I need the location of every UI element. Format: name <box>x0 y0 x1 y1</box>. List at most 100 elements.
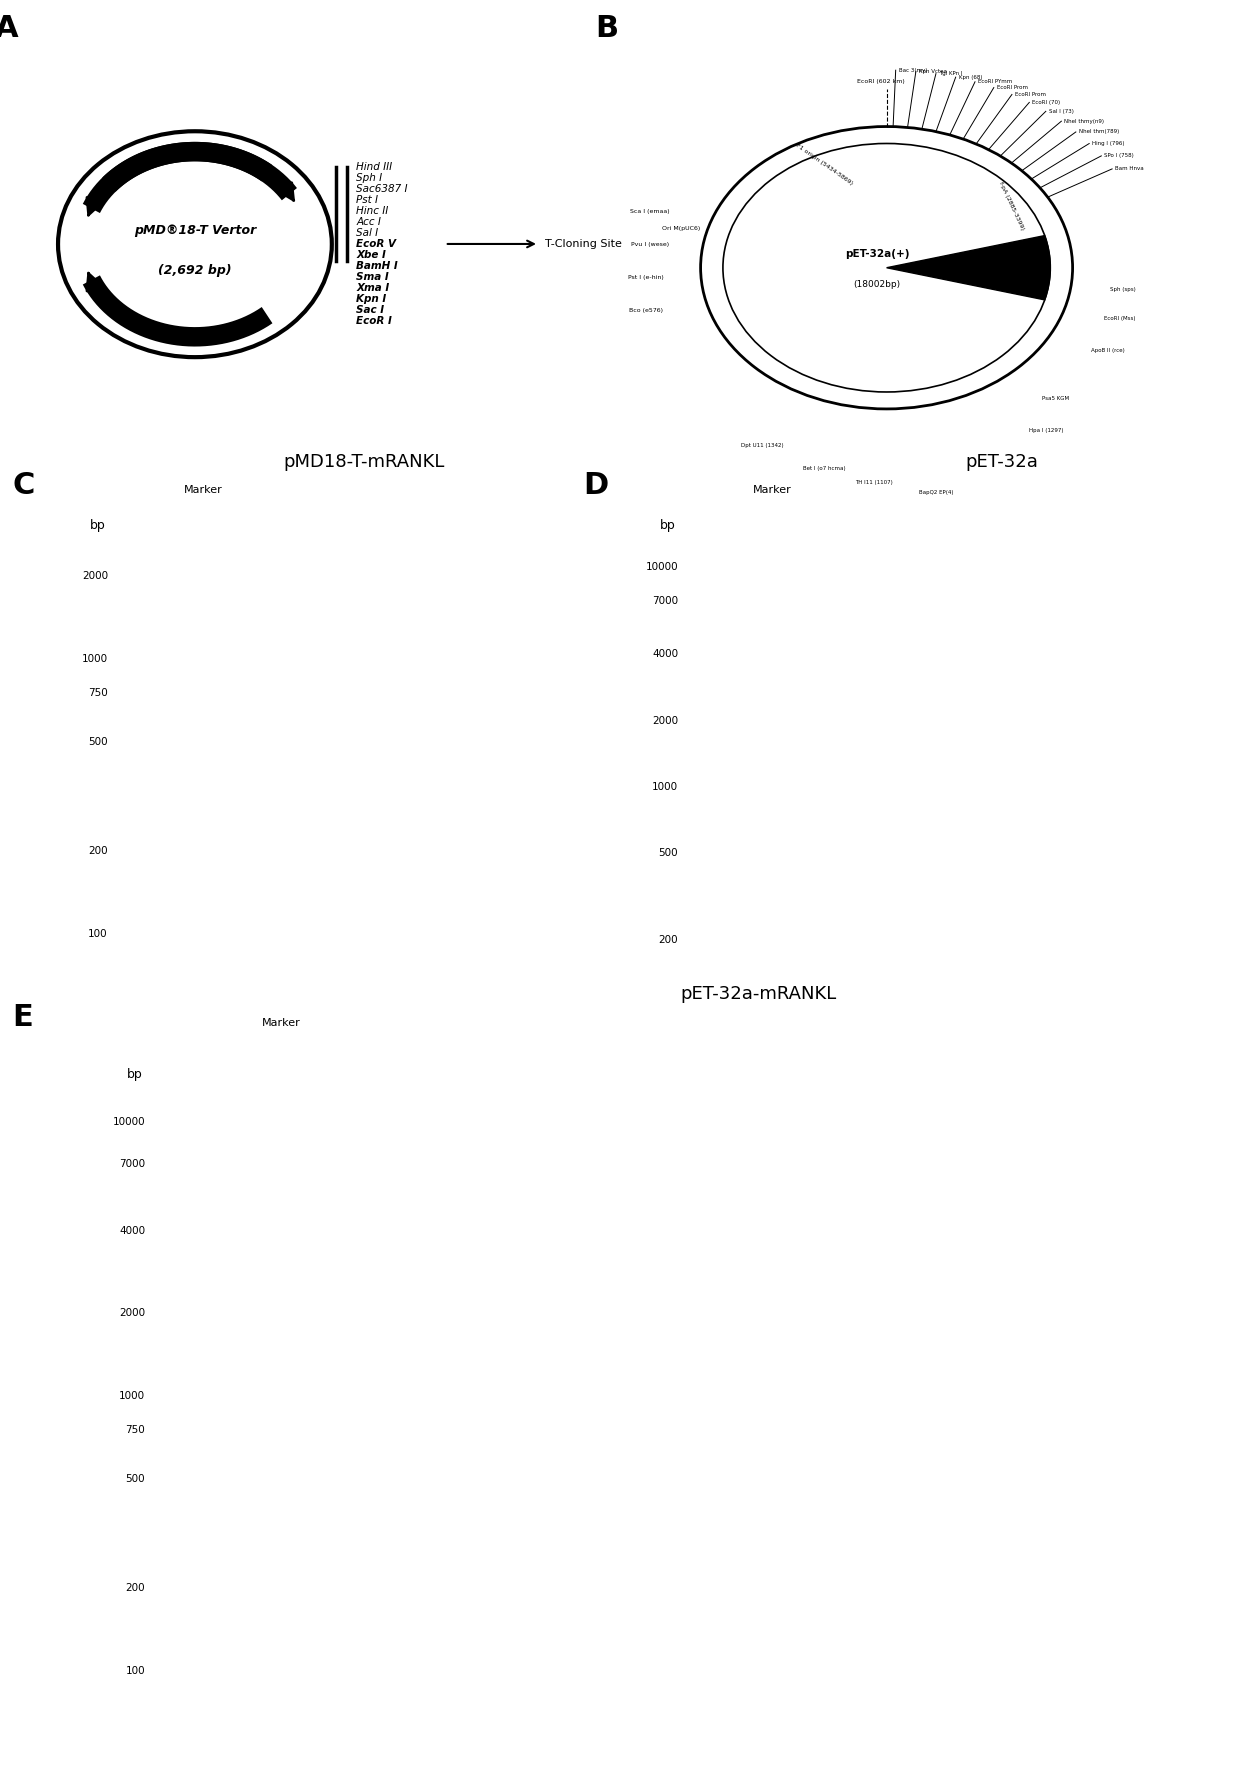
Bar <box>839 1160 915 1169</box>
Text: Marker: Marker <box>262 1018 300 1028</box>
Text: Pvu I (wese): Pvu I (wese) <box>631 242 670 247</box>
Text: 100: 100 <box>125 1666 145 1677</box>
Bar <box>404 572 438 581</box>
Bar <box>711 1160 787 1169</box>
Text: EcoRI (Mss): EcoRI (Mss) <box>1104 316 1135 320</box>
Bar <box>246 1227 316 1234</box>
Bar <box>223 572 257 581</box>
Bar <box>968 1160 1044 1169</box>
Text: 100: 100 <box>88 929 108 938</box>
Text: NheI thm(789): NheI thm(789) <box>1079 130 1120 135</box>
Text: Psa5 KGM: Psa5 KGM <box>1042 396 1069 401</box>
Text: B: B <box>595 14 619 43</box>
Text: 200: 200 <box>88 845 108 856</box>
Text: C: C <box>12 471 35 499</box>
Text: Hinc II: Hinc II <box>356 206 388 217</box>
Bar <box>255 1584 306 1591</box>
Bar <box>243 1160 319 1169</box>
Text: NheI thmy(n9): NheI thmy(n9) <box>1064 119 1105 124</box>
Bar <box>253 1476 309 1483</box>
Text: 1000: 1000 <box>119 1391 145 1401</box>
Text: 2000: 2000 <box>82 572 108 581</box>
Text: Kpn Vctea: Kpn Vctea <box>919 69 947 75</box>
Bar <box>192 847 215 854</box>
Bar <box>754 718 791 723</box>
Text: Sma I: Sma I <box>356 272 389 282</box>
Text: EcoRI Prom: EcoRI Prom <box>997 85 1028 91</box>
Bar <box>754 652 791 657</box>
Bar <box>453 1160 529 1169</box>
Bar <box>753 599 792 604</box>
Text: Hpa I (1297): Hpa I (1297) <box>1029 428 1064 433</box>
Bar <box>1086 599 1126 604</box>
Text: Sac I: Sac I <box>356 305 384 316</box>
Text: Xbe I: Xbe I <box>356 250 386 259</box>
Bar <box>582 1160 658 1169</box>
Text: Marker: Marker <box>184 485 223 496</box>
Bar <box>1097 1160 1173 1169</box>
Text: 2000: 2000 <box>652 716 678 726</box>
Text: EcoRI (70): EcoRI (70) <box>1033 99 1060 105</box>
Wedge shape <box>887 236 1050 300</box>
Text: Ori M(pUC6): Ori M(pUC6) <box>662 226 701 231</box>
Text: BapQ2 EP(4): BapQ2 EP(4) <box>919 490 954 496</box>
Text: Bco (e576): Bco (e576) <box>630 307 663 313</box>
Text: bp: bp <box>126 1067 143 1082</box>
Text: (2,692 bp): (2,692 bp) <box>159 263 232 277</box>
Bar <box>899 599 939 604</box>
Text: Xma I: Xma I <box>356 282 389 293</box>
Text: 4000: 4000 <box>119 1225 145 1236</box>
Text: Sal I: Sal I <box>356 227 378 238</box>
Text: pMD®18-T Vertor: pMD®18-T Vertor <box>134 224 255 236</box>
Bar <box>314 572 347 581</box>
Text: Hing I (796): Hing I (796) <box>1092 140 1125 146</box>
Bar <box>193 931 213 938</box>
Text: Bet I (o7 hcma): Bet I (o7 hcma) <box>804 465 846 471</box>
Bar <box>755 785 790 790</box>
Text: 2000: 2000 <box>119 1309 145 1318</box>
Text: Sac6387 I: Sac6387 I <box>356 183 408 194</box>
Text: Bac 3(mv): Bac 3(mv) <box>899 67 928 73</box>
Bar <box>243 1119 319 1126</box>
Bar <box>190 689 217 696</box>
Text: BamH I: BamH I <box>356 261 398 272</box>
Text: EcoRI PYmm: EcoRI PYmm <box>978 80 1012 83</box>
Text: 750: 750 <box>88 689 108 698</box>
Text: E: E <box>12 1003 33 1032</box>
Bar <box>758 851 787 856</box>
Text: 7000: 7000 <box>652 597 678 606</box>
Text: bp: bp <box>660 519 676 531</box>
Bar <box>268 572 303 581</box>
Text: Sal I (73): Sal I (73) <box>1049 108 1074 114</box>
Text: 200: 200 <box>125 1582 145 1593</box>
Bar <box>324 1160 401 1169</box>
Text: Marker: Marker <box>753 485 792 496</box>
Bar <box>246 1311 316 1318</box>
Text: (18002bp): (18002bp) <box>853 279 901 289</box>
Bar <box>1179 599 1219 604</box>
Text: 10000: 10000 <box>113 1117 145 1126</box>
Bar <box>759 938 786 943</box>
Text: 1000: 1000 <box>652 781 678 792</box>
Bar <box>358 572 393 581</box>
Text: Dpt U11 (1342): Dpt U11 (1342) <box>742 442 784 448</box>
Bar <box>539 572 574 581</box>
Text: 7000: 7000 <box>119 1160 145 1169</box>
Text: Sca I (emaa): Sca I (emaa) <box>630 210 670 213</box>
Text: 200: 200 <box>658 936 678 945</box>
Text: Pst I (e-hin): Pst I (e-hin) <box>627 275 663 279</box>
Text: ApoB II (rce): ApoB II (rce) <box>1091 348 1125 353</box>
Text: pET-32a: pET-32a <box>966 453 1038 471</box>
Text: 500: 500 <box>88 737 108 746</box>
Text: 750: 750 <box>125 1426 145 1435</box>
Text: 500: 500 <box>125 1474 145 1483</box>
Text: SPo I (758): SPo I (758) <box>1105 153 1135 158</box>
Text: 500: 500 <box>658 847 678 858</box>
Bar <box>250 1426 311 1433</box>
Text: EcoRI Prom: EcoRI Prom <box>1016 92 1047 98</box>
Text: Pst I: Pst I <box>356 195 378 204</box>
Text: Acc I: Acc I <box>356 217 381 227</box>
Text: EcoRI (602 km): EcoRI (602 km) <box>857 80 904 83</box>
Text: A: A <box>0 14 19 43</box>
Text: pET-32a(+): pET-32a(+) <box>844 249 910 259</box>
